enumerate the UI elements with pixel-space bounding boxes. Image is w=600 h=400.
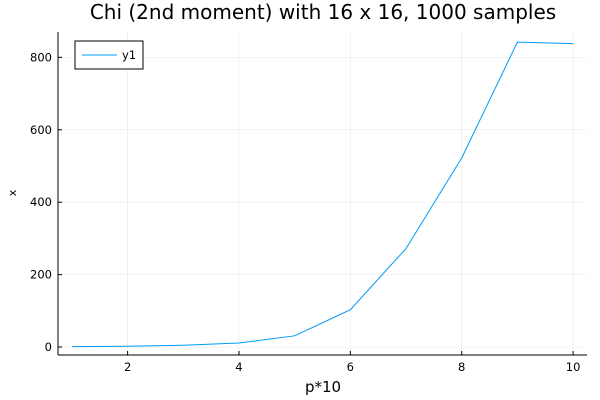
series-line-y1	[71, 41, 574, 348]
y-tick-label: 0	[45, 340, 52, 354]
legend-label-y1: y1	[122, 48, 136, 62]
legend: y1	[74, 40, 144, 70]
ticks: 2 4 6 8 10 0 200 400 600 800	[30, 50, 580, 374]
series	[71, 41, 574, 348]
y-tick-label: 200	[30, 268, 52, 282]
y-tick-label: 400	[30, 195, 52, 209]
grid	[58, 32, 587, 355]
y-tick-label: 600	[30, 123, 52, 137]
y-axis-label: x	[6, 189, 19, 196]
x-tick-label: 10	[566, 360, 581, 374]
y-tick-label: 800	[30, 50, 52, 64]
x-tick-label: 6	[347, 360, 354, 374]
x-tick-label: 4	[235, 360, 242, 374]
x-tick-label: 8	[458, 360, 465, 374]
x-tick-label: 2	[124, 360, 131, 374]
x-axis-label: p*10	[305, 378, 341, 396]
chart-title: Chi (2nd moment) with 16 x 16, 1000 samp…	[90, 0, 556, 24]
axes	[57, 32, 587, 356]
